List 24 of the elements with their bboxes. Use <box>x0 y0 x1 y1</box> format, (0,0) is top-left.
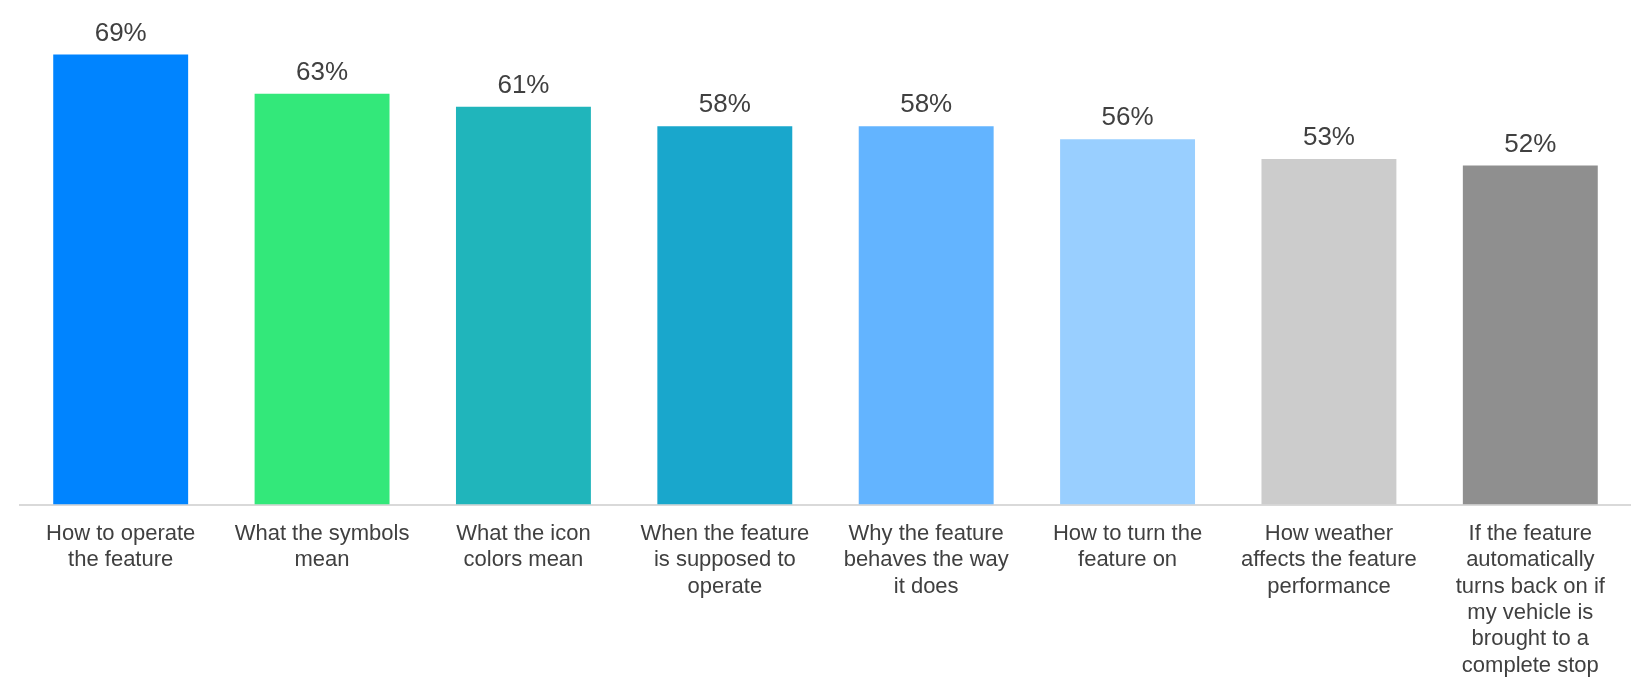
x-tick-label: How weather affects the feature performance <box>1241 519 1417 598</box>
data-label: 52% <box>1504 127 1557 158</box>
x-tick-label: How to turn the feature on <box>1052 519 1203 572</box>
data-label: 63% <box>296 55 349 86</box>
bar <box>254 93 390 505</box>
data-label: 61% <box>497 68 550 99</box>
bar <box>1060 139 1196 505</box>
data-label: 69% <box>94 16 147 47</box>
x-tick-label: Why the feature behaves the way it does <box>843 519 1009 598</box>
bar <box>858 126 994 505</box>
x-tick-label: What the icon colors mean <box>456 519 591 572</box>
x-tick-label: If the feature automatically turns back on if my vehicle is brought to a complete stop <box>1455 519 1606 677</box>
bar <box>1462 165 1598 505</box>
bar <box>455 106 591 505</box>
x-tick-label: What the symbols mean <box>234 519 410 572</box>
data-label: 58% <box>698 88 751 119</box>
x-tick-label: When the feature is supposed to operate <box>640 519 810 598</box>
data-label: 58% <box>900 88 953 119</box>
bar <box>53 54 189 505</box>
data-label: 56% <box>1101 101 1154 132</box>
data-label: 53% <box>1302 121 1355 152</box>
bar <box>657 126 793 505</box>
x-tick-label: How to operate the feature <box>46 519 196 572</box>
bar <box>1261 158 1397 505</box>
